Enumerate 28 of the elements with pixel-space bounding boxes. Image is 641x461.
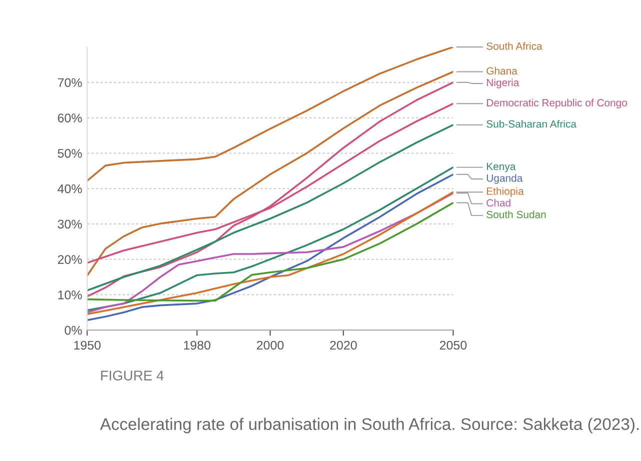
text: Chad	[486, 198, 510, 207]
y-tick-label: 30%	[58, 220, 82, 229]
x-tick-label: 2000	[256, 340, 284, 350]
y-tick-label: 60%	[58, 114, 82, 122]
text: Nigeria	[486, 78, 520, 88]
x-tick-label: 2020	[330, 340, 357, 350]
text: South Africa	[486, 42, 542, 50]
text: Ethiopia	[486, 187, 524, 197]
text: Kenya	[486, 162, 516, 172]
y-tick-label: 20%	[58, 255, 82, 264]
text: Accelerating rate of urbanisation in South Africa. Source: Sakketa (2023).	[100, 418, 639, 434]
y-tick-label: 50%	[58, 148, 82, 158]
text: Ghana	[486, 66, 518, 75]
text: Sub-Saharan Africa	[486, 120, 576, 128]
text: South Sudan	[486, 210, 546, 218]
x-tick-label: 1950	[74, 340, 101, 350]
y-tick-label: 70%	[58, 78, 82, 88]
caption: FIGURE 4	[101, 370, 164, 380]
y-tick-label: 0%	[64, 326, 82, 335]
x-tick-label: 2050	[440, 340, 467, 350]
x-tick-label: 1980	[184, 340, 210, 350]
text: Democratic Republic of Congo	[486, 98, 627, 108]
line-series	[87, 47, 454, 182]
text: Uganda	[486, 174, 523, 184]
y-tick-label: 10%	[58, 290, 82, 300]
line-series	[87, 124, 454, 292]
y-tick-label: 40%	[58, 184, 82, 194]
line-series	[87, 202, 454, 302]
